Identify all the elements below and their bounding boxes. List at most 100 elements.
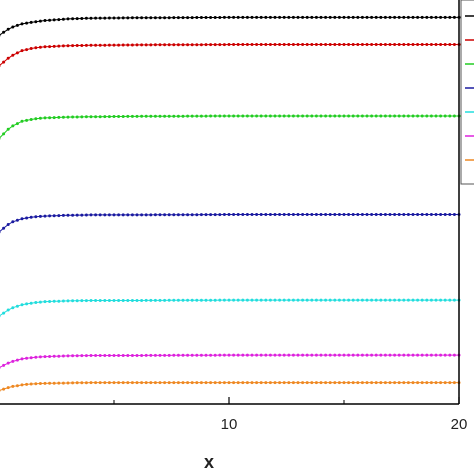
series-1-point — [268, 15, 272, 19]
series-3-point — [209, 114, 213, 118]
series-5-point — [374, 298, 378, 302]
series-4-point — [57, 214, 61, 218]
series-2-point — [406, 43, 410, 46]
series-3-point — [75, 115, 79, 119]
series-5-point — [250, 298, 254, 302]
series-3-point — [140, 114, 144, 118]
series-6-point — [112, 354, 116, 357]
series-5-point — [443, 298, 447, 302]
series-7-point — [107, 381, 111, 385]
series-3-point — [310, 114, 314, 118]
series-3-point — [163, 114, 167, 118]
series-4-point — [213, 213, 217, 217]
series-5-point — [117, 299, 121, 302]
series-4-point — [11, 220, 15, 224]
series-3-point — [89, 115, 93, 119]
series-7-point — [241, 381, 245, 385]
series-1-point — [84, 16, 88, 20]
series-7-point — [305, 381, 309, 385]
series-6-point — [448, 353, 452, 357]
series-7-point — [452, 381, 456, 385]
series-4-point — [374, 213, 378, 216]
series-4-point — [379, 213, 383, 216]
series-2-point — [195, 43, 199, 47]
series-3-point — [61, 115, 65, 119]
series-7-point — [6, 386, 10, 390]
series-3-point — [52, 116, 56, 120]
series-1-point — [333, 15, 337, 19]
series-1-point — [107, 16, 111, 20]
series-2-point — [383, 43, 387, 46]
series-4-point — [43, 214, 47, 218]
series-3-point — [406, 114, 410, 118]
series-5-point — [209, 298, 213, 302]
series-7-point — [319, 381, 323, 385]
series-7-point — [425, 381, 429, 385]
series-2-point — [98, 43, 102, 47]
series-3-point — [15, 122, 19, 126]
series-5-point — [57, 299, 61, 303]
series-5-point — [245, 298, 249, 302]
series-7-point — [411, 381, 415, 385]
series-4-point — [15, 218, 19, 222]
series-4-point — [393, 213, 397, 216]
series-7-point — [370, 381, 374, 385]
series-1-point — [15, 23, 19, 27]
series-6-point — [94, 354, 98, 357]
series-1-point — [25, 21, 29, 25]
series-4-point — [227, 213, 231, 216]
series-2-point — [356, 43, 360, 46]
series-2-point — [135, 43, 139, 47]
series-2-point — [411, 43, 415, 46]
series-3-point — [402, 114, 406, 118]
series-7-point — [176, 381, 180, 385]
series-2-point — [452, 43, 456, 46]
series-1-point — [61, 17, 65, 21]
series-3-point — [245, 114, 249, 118]
series-6-point — [388, 353, 392, 357]
series-6-point — [241, 353, 245, 357]
series-4 — [0, 213, 461, 234]
series-3-point — [195, 114, 199, 118]
series-7-point — [158, 381, 162, 385]
series-1-point — [443, 15, 447, 19]
series-2-point — [20, 49, 24, 53]
series-7-point — [80, 381, 84, 385]
series-2-point — [172, 43, 176, 47]
series-7-point — [2, 387, 6, 391]
series-7-point — [379, 381, 383, 385]
series-7-point — [429, 381, 433, 385]
series-5-point — [204, 298, 208, 302]
series-6-point — [287, 353, 291, 357]
series-2-point — [94, 43, 98, 47]
series-5-point — [199, 298, 203, 302]
series-7-point — [140, 381, 144, 385]
series-5-point — [43, 300, 47, 304]
series-2-point — [163, 43, 167, 47]
series-4-point — [218, 213, 222, 217]
series-3-point — [112, 115, 116, 118]
series-4-point — [204, 213, 208, 217]
series-7-point — [43, 381, 47, 385]
series-3-point — [227, 114, 231, 118]
series-4-point — [126, 213, 130, 217]
series-1-point — [222, 15, 226, 19]
series-6-point — [301, 353, 305, 357]
series-7-point — [130, 381, 134, 385]
series-4-point — [121, 213, 125, 217]
series-1-point — [245, 15, 249, 19]
series-4-point — [268, 213, 272, 216]
series-5-point — [190, 298, 194, 302]
series-1-point — [429, 15, 433, 19]
series-1-point — [71, 17, 75, 21]
series-7-point — [218, 381, 222, 385]
series-3-point — [319, 114, 323, 118]
series-3-point — [186, 114, 190, 118]
series-3-point — [236, 114, 240, 118]
series-5-point — [452, 298, 456, 302]
series-1-point — [232, 15, 236, 19]
series-5-point — [15, 304, 19, 308]
series-1-point — [411, 15, 415, 19]
series-5-point — [439, 298, 443, 302]
series-2-point — [324, 43, 328, 46]
